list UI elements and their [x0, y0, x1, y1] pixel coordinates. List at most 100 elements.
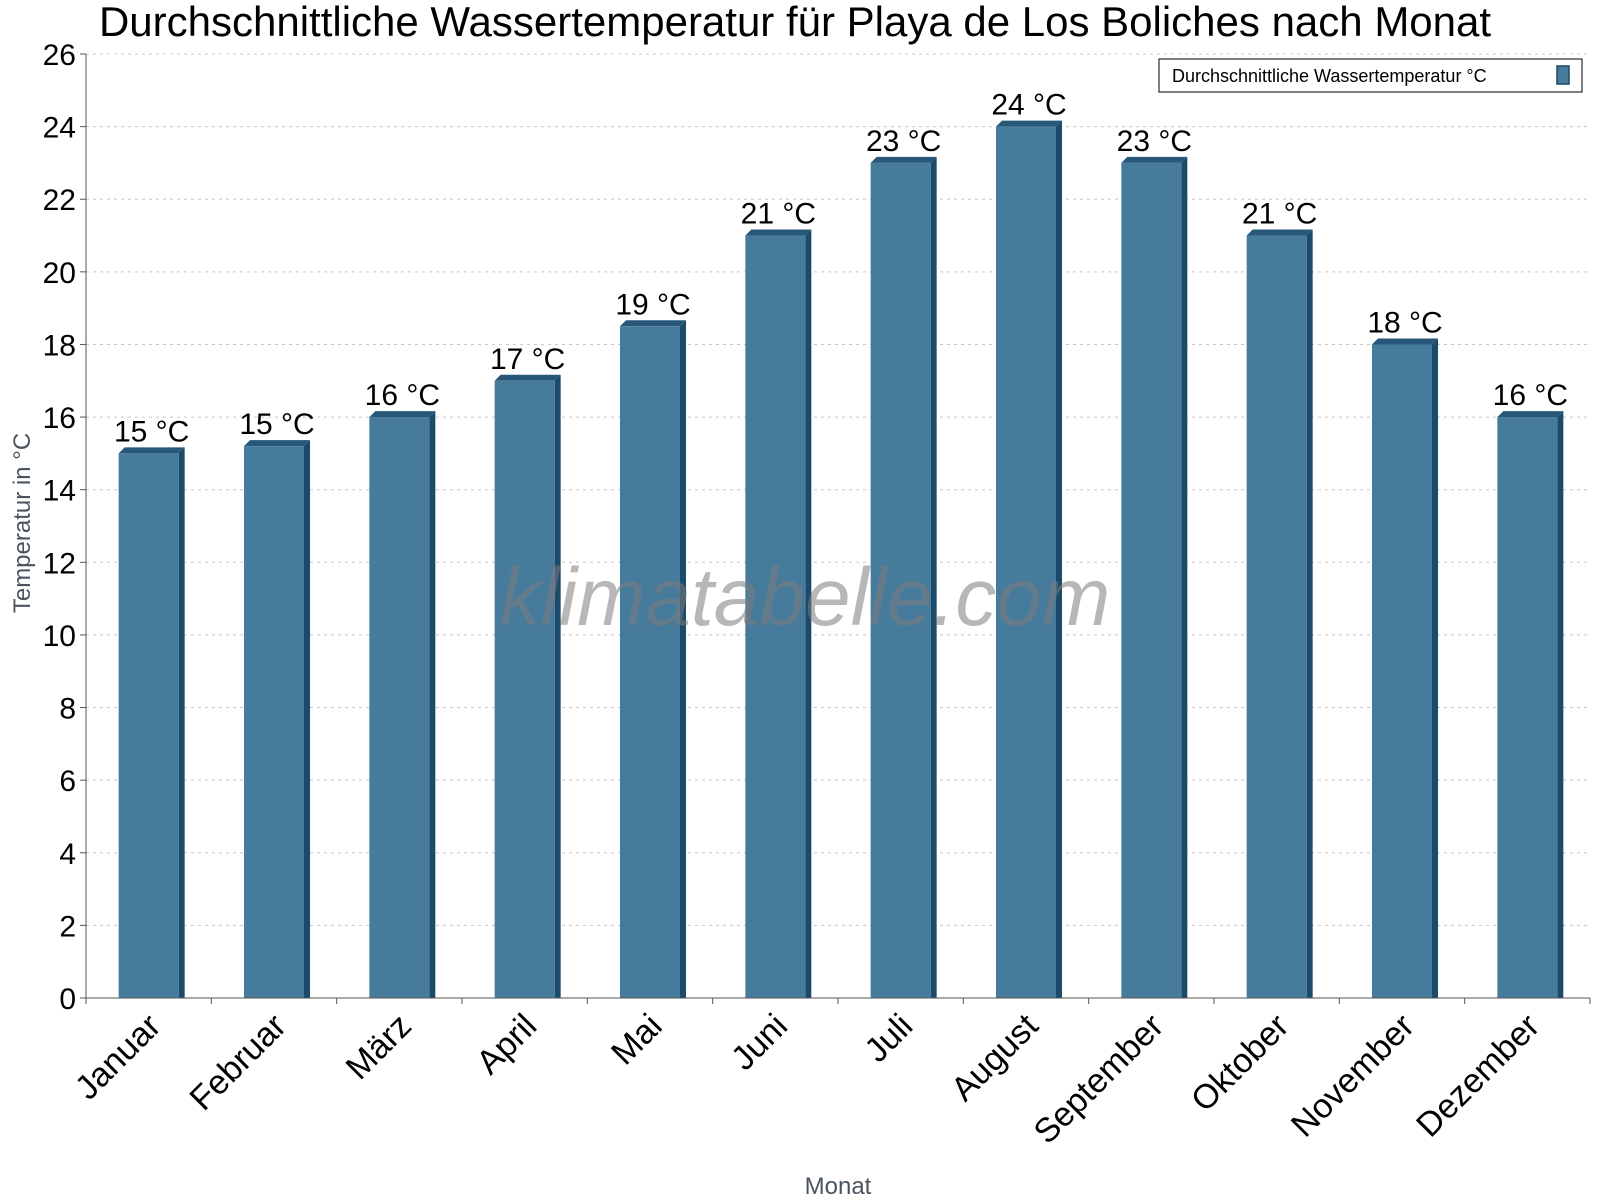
x-tick-label: Februar: [183, 1007, 294, 1118]
bar-top: [1246, 229, 1313, 236]
bar-face: [244, 446, 304, 999]
bar-side: [304, 440, 310, 999]
bar-top: [494, 374, 561, 381]
bar-face: [1497, 417, 1558, 999]
x-tick-labels: Januar Februar März April Mai Juni Juli AugustS…: [68, 1006, 1547, 1151]
y-tick-label: 26: [43, 39, 76, 72]
bar-side: [429, 411, 436, 999]
x-tick-label: März: [339, 1007, 419, 1087]
legend-swatch: [1556, 65, 1570, 85]
bar-face: [745, 235, 806, 999]
bar-value-label: 19 °C: [615, 288, 690, 321]
bar-value-label: 15 °C: [239, 408, 314, 441]
x-tick-label: November: [1284, 1007, 1422, 1145]
bar: [870, 156, 937, 998]
x-tick-label: Juli: [857, 1007, 920, 1070]
grid-lines: [86, 53, 1590, 926]
bar-side: [805, 229, 812, 999]
y-tick-label: 16: [43, 402, 76, 435]
y-tick-label: 10: [43, 620, 76, 653]
bar-top: [1372, 338, 1438, 345]
y-tick-label: 24: [43, 112, 76, 145]
bar-value-label: 16 °C: [1493, 379, 1568, 412]
chart-title: Durchschnittliche Wassertemperatur für P…: [99, 0, 1491, 45]
bar-value-label: 15 °C: [114, 415, 189, 448]
bar-top: [244, 440, 310, 447]
bar-side: [178, 447, 185, 998]
bar-side: [1306, 229, 1313, 999]
bar-side: [1432, 338, 1438, 998]
watermark: klimatabelle.com: [500, 552, 1111, 643]
bar-face: [996, 126, 1056, 999]
y-tick-label: 2: [59, 910, 76, 943]
y-axis-label: Temperatur in °C: [9, 433, 36, 613]
bar: [745, 229, 812, 999]
bar: [1121, 156, 1188, 998]
bar-top: [118, 447, 185, 454]
bar-face: [1246, 235, 1307, 999]
bar-side: [680, 320, 686, 998]
value-labels: 15 °C 15 °C 16 °C 17 °C 19 °C 21 °C 23 °C 24 °C…: [114, 89, 1568, 449]
bar-top: [996, 120, 1062, 127]
bar-face: [494, 380, 555, 998]
y-tick-label: 0: [59, 983, 76, 1016]
bar: [1497, 411, 1564, 999]
bar-value-label: 21 °C: [741, 198, 816, 231]
bar-face: [870, 162, 931, 998]
y-tick-label: 12: [43, 547, 76, 580]
bar-side: [930, 156, 937, 998]
y-tick-label: 6: [59, 765, 76, 798]
bar: [1372, 338, 1438, 998]
legend: Durchschnittliche Wassertemperatur °C: [1158, 58, 1583, 93]
y-tick-label: 20: [43, 257, 76, 290]
x-tick-label: Juni: [724, 1007, 795, 1078]
axes: [80, 53, 1591, 1004]
bar-top: [1121, 156, 1188, 163]
x-tick-label: Oktober: [1184, 1007, 1296, 1119]
bar: [996, 120, 1062, 999]
bar-side: [554, 374, 561, 998]
bar-face: [620, 326, 680, 998]
legend-label: Durchschnittliche Wassertemperatur °C: [1172, 66, 1487, 86]
bar-side: [1056, 120, 1062, 999]
bar: [620, 320, 686, 998]
bar-top: [745, 229, 812, 236]
bar-face: [369, 417, 430, 999]
bar: [244, 440, 310, 999]
x-tick-label: Mai: [604, 1007, 670, 1073]
y-tick-label: 22: [43, 184, 76, 217]
bar-value-label: 23 °C: [1117, 125, 1192, 158]
bar-face: [1372, 344, 1432, 998]
bar-value-label: 16 °C: [365, 379, 440, 412]
x-tick-label: April: [469, 1007, 544, 1082]
bar: [494, 374, 561, 998]
bar-value-label: 21 °C: [1242, 198, 1317, 231]
bar-top: [1497, 411, 1564, 418]
y-tick-label: 18: [43, 329, 76, 362]
bar-face: [1121, 162, 1182, 998]
x-axis-label: Monat: [805, 1173, 872, 1200]
bar: [118, 447, 185, 998]
bars: [118, 120, 1564, 999]
bar-top: [369, 411, 436, 418]
x-tick-label: September: [1027, 1007, 1171, 1151]
bar-value-label: 18 °C: [1367, 306, 1442, 339]
x-tick-label: Januar: [68, 1007, 168, 1107]
bar-side: [1557, 411, 1564, 999]
bar-face: [118, 453, 179, 998]
bar-value-label: 23 °C: [866, 125, 941, 158]
bar-top: [870, 156, 937, 163]
y-tick-label: 8: [59, 693, 76, 726]
bar-value-label: 24 °C: [991, 89, 1066, 122]
bar: [369, 411, 436, 999]
x-tick-label: Dezember: [1409, 1007, 1547, 1145]
y-tick-label: 14: [43, 475, 76, 508]
bar-value-label: 17 °C: [490, 343, 565, 376]
bar: [1246, 229, 1313, 999]
bar-side: [1181, 156, 1188, 998]
x-tick-label: August: [944, 1006, 1046, 1108]
y-tick-label: 4: [59, 838, 76, 871]
bar-top: [620, 320, 686, 327]
